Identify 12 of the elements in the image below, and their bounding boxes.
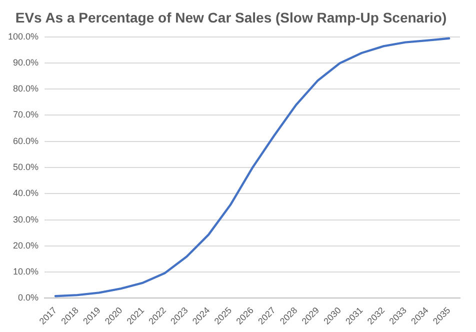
y-tick-label: 0.0% bbox=[18, 292, 39, 303]
y-tick-label: 70.0% bbox=[12, 110, 39, 120]
y-tick-label: 90.0% bbox=[12, 57, 39, 68]
y-tick-label: 100.0% bbox=[8, 31, 39, 42]
y-tick-label: 20.0% bbox=[12, 240, 39, 250]
y-tick-label: 10.0% bbox=[12, 266, 39, 277]
y-tick-label: 30.0% bbox=[12, 214, 39, 224]
y-tick-label: 80.0% bbox=[12, 84, 39, 94]
y-tick-label: 60.0% bbox=[12, 136, 39, 146]
y-tick-label: 40.0% bbox=[12, 188, 39, 198]
y-tick-label: 50.0% bbox=[12, 162, 39, 172]
chart-title: EVs As a Percentage of New Car Sales (Slow Ramp-Up Scenario) bbox=[15, 9, 447, 26]
